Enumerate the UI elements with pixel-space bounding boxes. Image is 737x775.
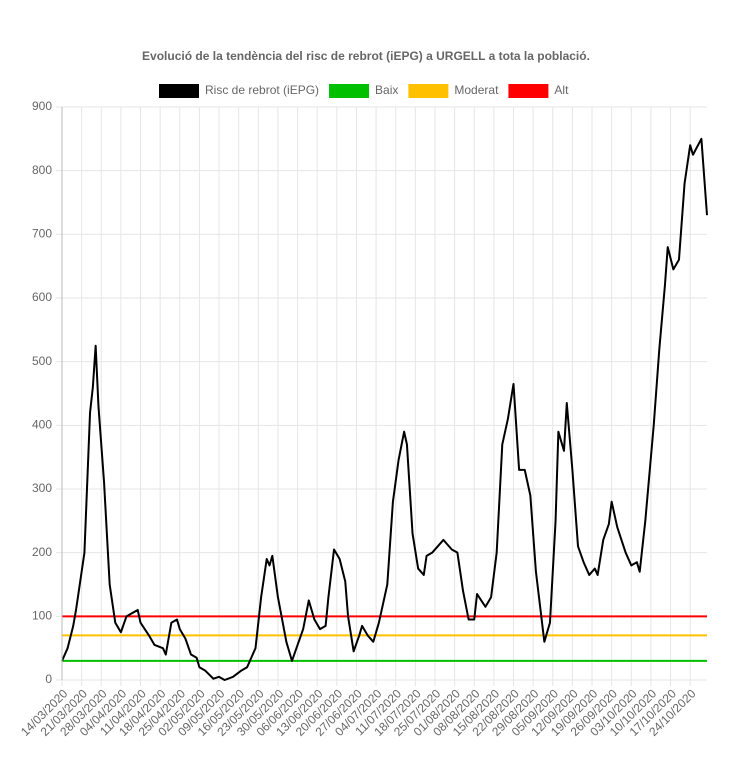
- legend-swatch: [329, 84, 370, 98]
- legend-swatch: [408, 84, 449, 98]
- y-tick-label: 400: [32, 418, 52, 432]
- legend-label: Moderat: [454, 83, 499, 97]
- y-tick-label: 900: [32, 99, 52, 113]
- data-line: [61, 137, 708, 681]
- y-tick-label: 600: [32, 290, 52, 304]
- chart-title: Evolució de la tendència del risc de reb…: [142, 49, 590, 63]
- legend-swatch: [508, 84, 549, 98]
- y-tick-label: 300: [32, 481, 52, 495]
- legend-label: Risc de rebrot (iEPG): [205, 83, 319, 97]
- y-tick-label: 700: [32, 227, 52, 241]
- y-tick-label: 200: [32, 545, 52, 559]
- y-tick-label: 100: [32, 609, 52, 623]
- y-tick-label: 800: [32, 163, 52, 177]
- legend-label: Baix: [375, 83, 398, 97]
- legend-swatch: [159, 84, 199, 98]
- y-tick-label: 500: [32, 354, 52, 368]
- y-tick-label: 0: [45, 672, 52, 686]
- legend-label: Alt: [554, 83, 569, 97]
